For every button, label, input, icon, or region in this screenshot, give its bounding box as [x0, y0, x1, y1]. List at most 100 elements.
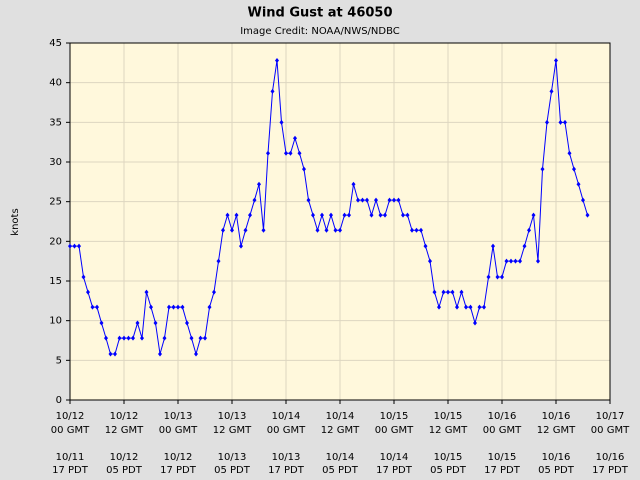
data-point [284, 150, 288, 156]
data-point [275, 57, 279, 63]
y-tick-label: 15 [49, 276, 62, 287]
data-point [297, 150, 302, 156]
data-point [401, 212, 405, 218]
y-tick-label: 5 [56, 355, 62, 366]
data-point [207, 304, 212, 310]
local-date: 10/13 [272, 452, 301, 463]
data-point [221, 227, 225, 233]
data-point [500, 274, 504, 280]
data-point [414, 227, 419, 233]
local-date: 10/12 [164, 452, 193, 463]
local-time: 17 PDT [376, 465, 413, 476]
data-point [522, 243, 527, 249]
data-point [95, 304, 99, 310]
data-point [473, 320, 477, 326]
local-time: 05 PDT [214, 465, 251, 476]
data-point [117, 335, 122, 341]
data-point [333, 227, 338, 233]
data-point [419, 227, 423, 233]
local-time: 05 PDT [106, 465, 143, 476]
data-point [491, 243, 495, 249]
data-point [257, 181, 261, 187]
data-point [90, 304, 95, 310]
data-point [585, 212, 590, 218]
local-date: 10/11 [56, 452, 85, 463]
y-axis-label: knots [10, 208, 21, 235]
data-point [329, 212, 333, 218]
data-point [351, 181, 356, 187]
y-tick-label: 20 [49, 236, 62, 247]
plot-frame [69, 42, 611, 401]
data-point [531, 212, 536, 218]
y-tick-label: 25 [49, 197, 62, 208]
data-point [378, 212, 383, 218]
data-point [68, 243, 72, 249]
data-point [477, 304, 482, 310]
data-point [203, 335, 207, 341]
x-tick-label: 10/13 [164, 411, 193, 422]
data-point [554, 57, 558, 63]
data-point [423, 243, 428, 249]
local-time: 17 PDT [484, 465, 521, 476]
local-date: 10/15 [488, 452, 517, 463]
data-point [536, 258, 540, 264]
data-point [576, 181, 581, 187]
data-point [144, 289, 149, 295]
x-tick-time: 00 GMT [267, 425, 306, 436]
y-tick-label: 30 [49, 157, 62, 168]
x-tick-time: 00 GMT [483, 425, 522, 436]
data-point [104, 335, 108, 341]
data-point [149, 304, 153, 310]
x-tick-time: 12 GMT [321, 425, 360, 436]
local-date: 10/14 [326, 452, 355, 463]
data-point [338, 227, 342, 233]
data-point [567, 150, 572, 156]
x-tick-time: 00 GMT [375, 425, 414, 436]
data-point [347, 212, 351, 218]
local-date: 10/14 [380, 452, 409, 463]
local-time: 17 PDT [268, 465, 305, 476]
data-point [77, 243, 81, 249]
data-point [365, 197, 369, 203]
x-tick-time: 12 GMT [105, 425, 144, 436]
data-point [270, 88, 275, 94]
data-point [158, 351, 162, 357]
data-point [239, 243, 243, 249]
x-tick-label: 10/15 [380, 411, 409, 422]
data-point [252, 197, 257, 203]
data-point [446, 289, 450, 295]
local-date: 10/13 [218, 452, 247, 463]
data-point [581, 197, 585, 203]
local-date: 10/16 [542, 452, 571, 463]
data-point [279, 119, 284, 125]
data-point [194, 351, 198, 357]
x-tick-label: 10/14 [326, 411, 355, 422]
subtitle: Image Credit: NOAA/NWS/NDBC [240, 26, 400, 37]
data-point [545, 119, 549, 125]
local-time: 05 PDT [538, 465, 575, 476]
y-tick-label: 45 [49, 38, 62, 49]
data-point [356, 197, 360, 203]
data-point [135, 320, 140, 326]
data-point [320, 212, 324, 218]
data-point [311, 212, 315, 218]
x-tick-label: 10/12 [110, 411, 139, 422]
data-point [185, 320, 189, 326]
x-tick-time: 12 GMT [429, 425, 468, 436]
data-point [140, 335, 144, 341]
x-tick-label: 10/13 [218, 411, 247, 422]
data-point [167, 304, 171, 310]
data-point [122, 335, 126, 341]
data-point [374, 197, 378, 203]
y-tick-label: 10 [49, 316, 62, 327]
x-tick-time: 00 GMT [591, 425, 630, 436]
data-point [180, 304, 185, 310]
data-point [324, 227, 329, 233]
data-point [410, 227, 414, 233]
data-point [387, 197, 392, 203]
data-point [369, 212, 374, 218]
data-point [518, 258, 522, 264]
data-point [405, 212, 410, 218]
data-point [212, 289, 216, 295]
